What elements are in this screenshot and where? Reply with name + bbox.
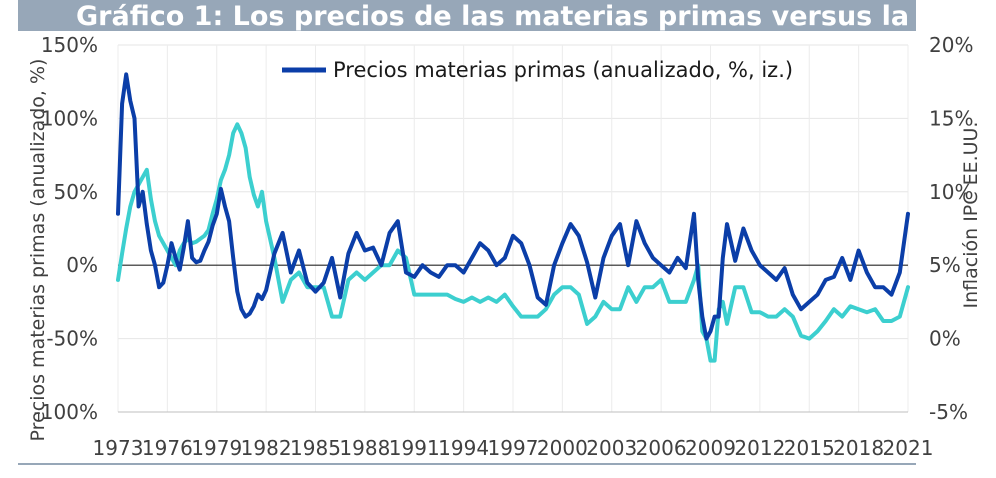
x-tick-label: 1979: [191, 436, 242, 460]
x-tick-label: 2009: [685, 436, 736, 460]
x-tick-label: 2021: [883, 436, 934, 460]
right-axis-title: Inflación IPC EE.UU.: [960, 122, 982, 309]
x-tick-label: 2012: [734, 436, 785, 460]
legend-label-commodity: Precios materias primas (anualizado, %, …: [333, 58, 793, 82]
left-y-axis: 150% 100% 50% 0% -50% -100%: [34, 33, 98, 424]
x-tick-label: 1976: [142, 436, 193, 460]
series-line-commodity-prices: [116, 72, 910, 341]
x-axis: 1973197619791982198519881991199419972000…: [93, 411, 934, 460]
right-tick-label: 20%: [929, 33, 973, 57]
x-tick-label: 2015: [784, 436, 835, 460]
x-tick-label: 2018: [833, 436, 884, 460]
left-tick-label: -50%: [46, 327, 98, 351]
x-tick-label: 2000: [537, 436, 588, 460]
x-tick-label: 1994: [438, 436, 489, 460]
left-axis-title: Precios materias primas (anualizado, %): [27, 59, 49, 442]
x-tick-label: 2006: [636, 436, 687, 460]
bottom-rule: [18, 463, 916, 465]
chart-title: Gráfico 1: Los precios de las materias p…: [18, 0, 916, 31]
left-tick-label: 150%: [41, 33, 98, 57]
series-layer: [116, 72, 910, 363]
x-tick-label: 1985: [290, 436, 341, 460]
x-tick-label: 2003: [586, 436, 637, 460]
right-tick-label: -5%: [929, 400, 968, 424]
x-tick-label: 1973: [93, 436, 144, 460]
x-tick-label: 1991: [389, 436, 440, 460]
left-tick-label: 0%: [66, 253, 98, 277]
left-tick-label: 50%: [54, 180, 98, 204]
x-tick-label: 1988: [339, 436, 390, 460]
right-tick-label: 5%: [929, 253, 961, 277]
right-tick-label: 0%: [929, 327, 961, 351]
right-y-axis: 20% 15% 10% 5% 0% -5%: [929, 33, 973, 424]
legend: Precios materias primas (anualizado, %, …: [282, 58, 793, 82]
x-tick-label: 1982: [241, 436, 292, 460]
series-line-us-cpi-inflation: [116, 122, 910, 363]
gridlines: [117, 44, 909, 413]
left-tick-label: 100%: [41, 106, 98, 130]
left-tick-label: -100%: [34, 400, 98, 424]
right-tick-label: 15%: [929, 106, 973, 130]
x-tick-label: 1997: [488, 436, 539, 460]
right-tick-label: 10%: [929, 180, 973, 204]
